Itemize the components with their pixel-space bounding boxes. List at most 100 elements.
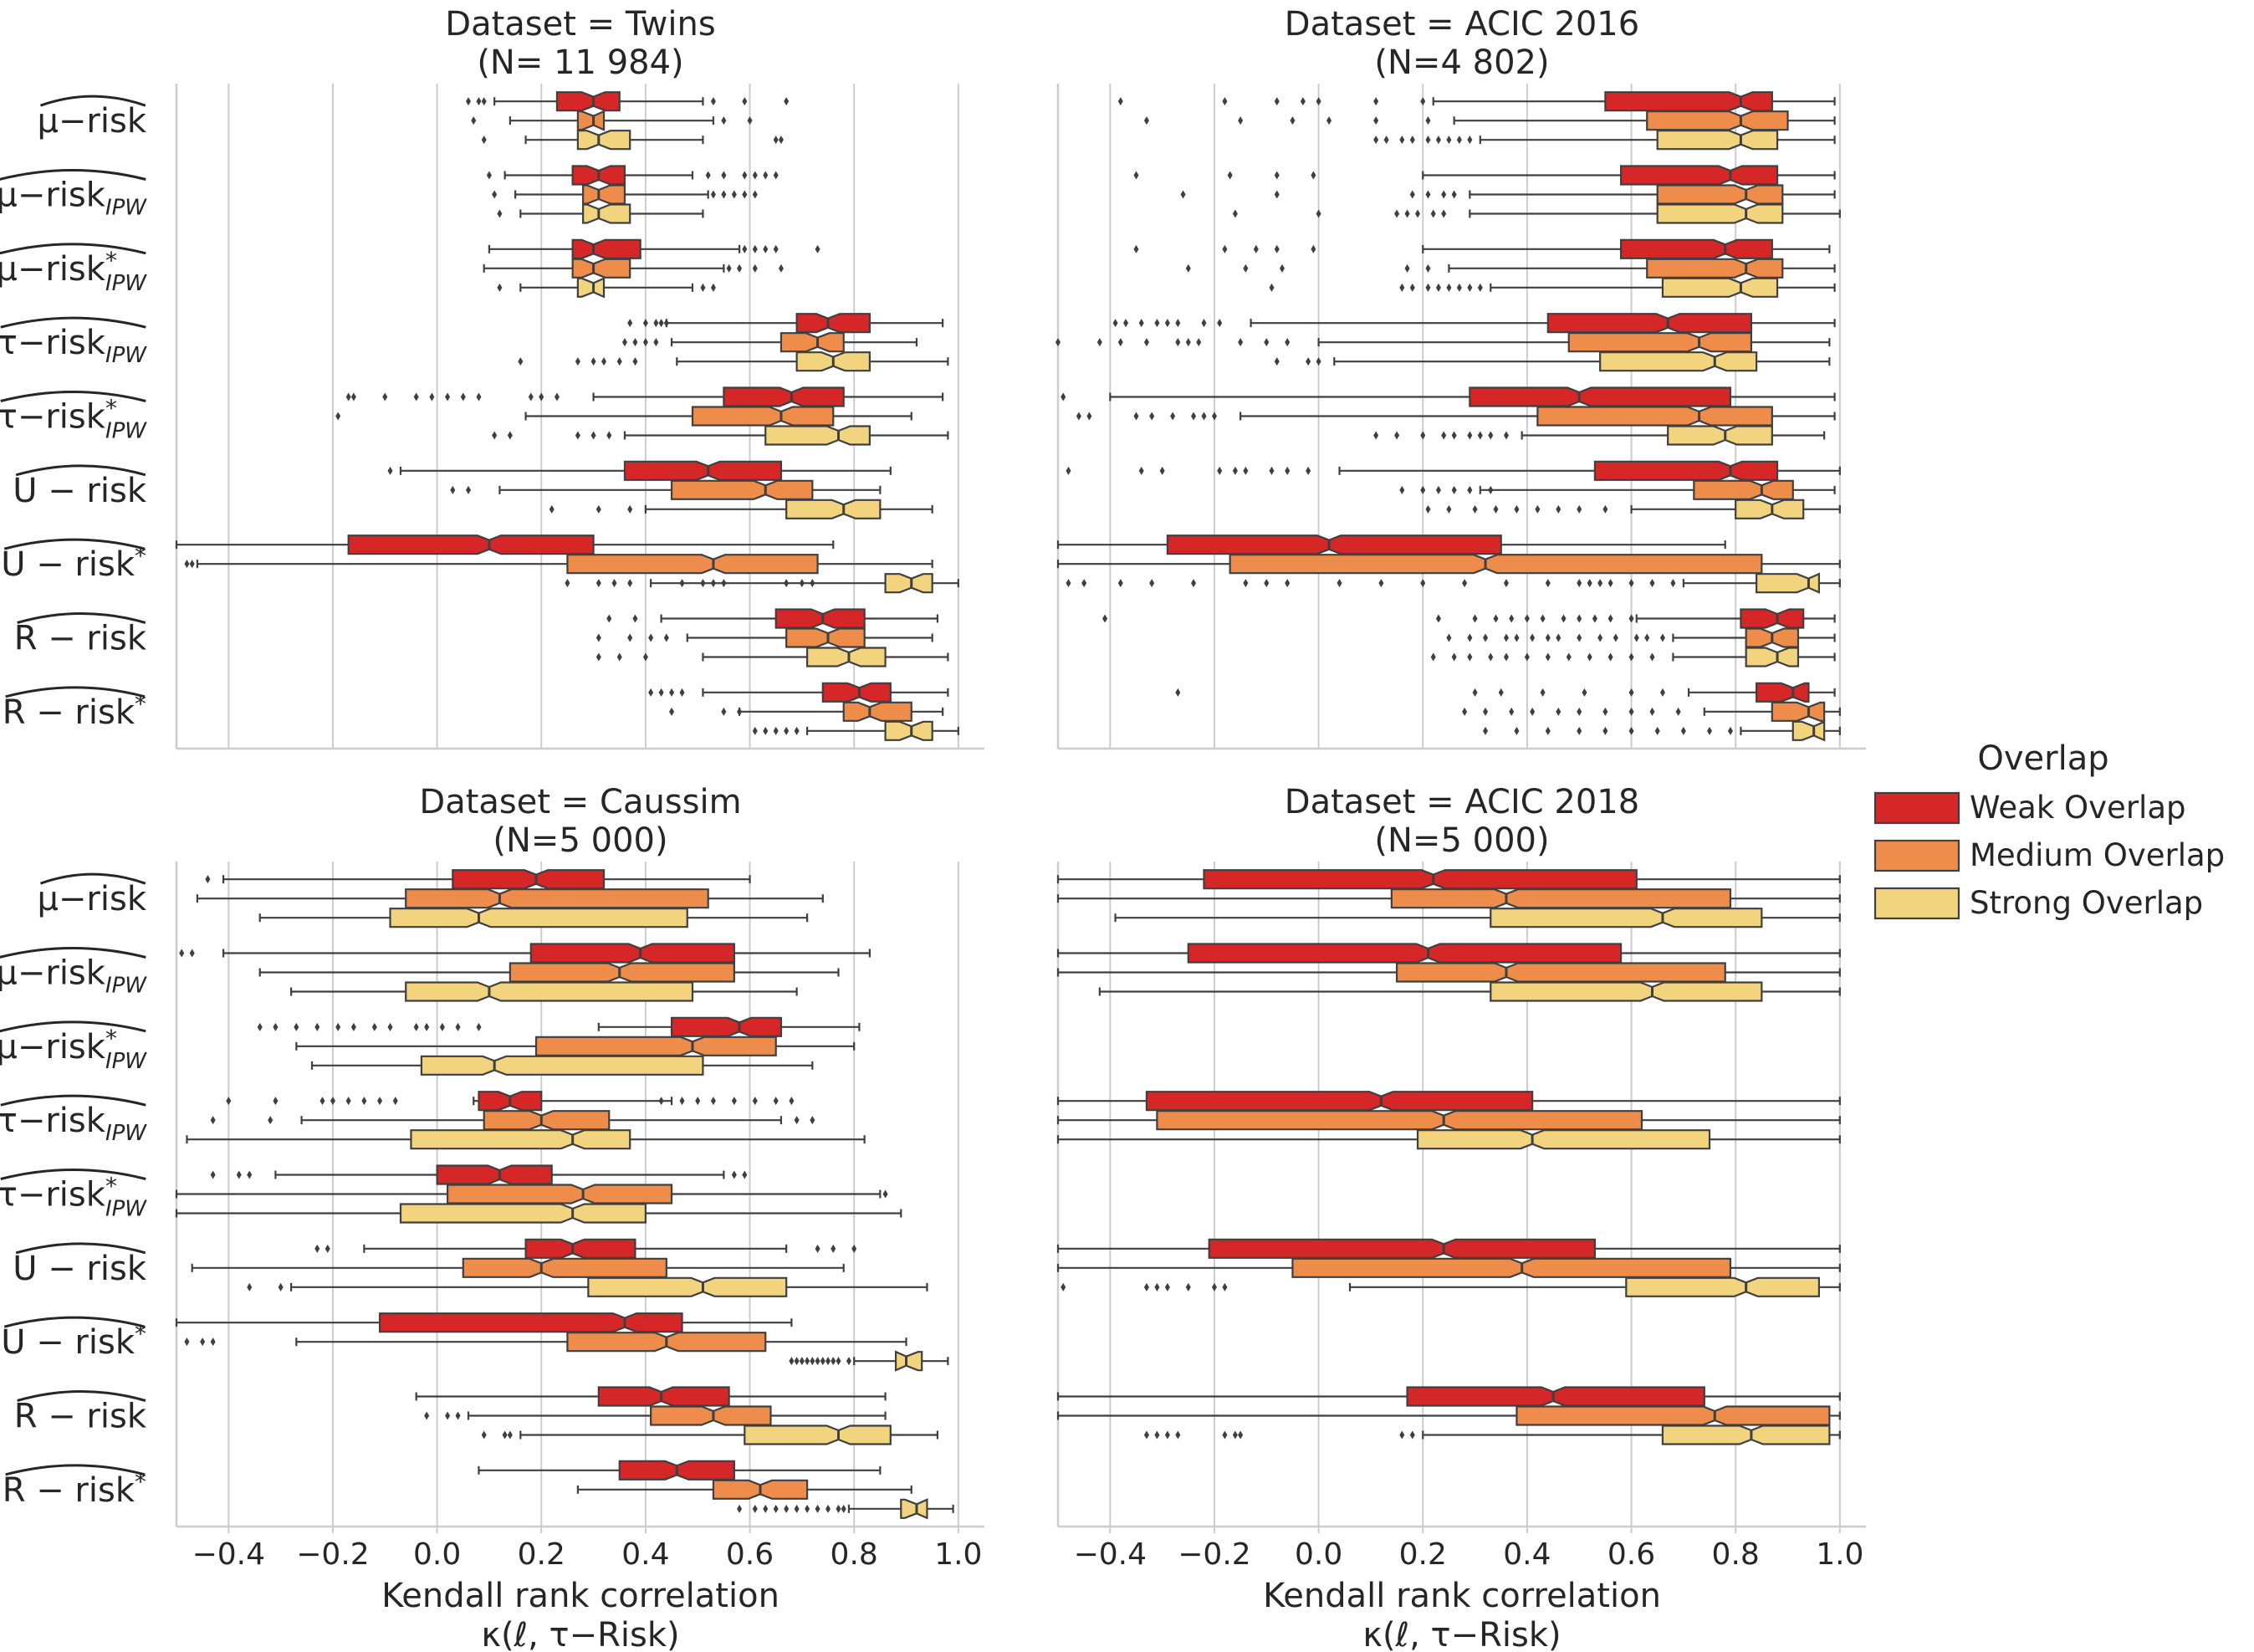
outlier bbox=[669, 707, 675, 716]
box-body bbox=[1396, 962, 1726, 983]
box-body bbox=[1735, 499, 1805, 519]
outlier bbox=[1238, 116, 1244, 125]
box-weak-overlap bbox=[1133, 165, 1836, 186]
outlier bbox=[794, 1116, 800, 1125]
outlier bbox=[595, 504, 601, 514]
outlier bbox=[1628, 579, 1634, 588]
box-body bbox=[774, 608, 866, 629]
outlier bbox=[1066, 579, 1071, 588]
outlier bbox=[1503, 579, 1509, 588]
box-body bbox=[587, 1276, 788, 1297]
outlier bbox=[1577, 579, 1582, 588]
outlier bbox=[794, 726, 800, 735]
outlier bbox=[1587, 652, 1592, 662]
panel-subtitle: (N=5 000) bbox=[493, 821, 667, 860]
box-body bbox=[1390, 888, 1732, 909]
outlier bbox=[413, 1022, 419, 1031]
panel-title: Dataset = ACIC 2018 bbox=[1285, 783, 1639, 821]
hat-mark bbox=[15, 464, 146, 477]
outlier bbox=[648, 688, 654, 697]
box-weak-overlap bbox=[1056, 943, 1841, 964]
box-body bbox=[410, 1129, 631, 1150]
outlier bbox=[1086, 412, 1092, 421]
outlier bbox=[549, 504, 555, 514]
outlier bbox=[1285, 579, 1291, 588]
box-body bbox=[1740, 608, 1805, 629]
risk-label-sub: IPW bbox=[105, 1121, 147, 1146]
box-body bbox=[1745, 647, 1800, 667]
outlier bbox=[1540, 614, 1546, 623]
box-weak-overlap bbox=[1056, 1091, 1841, 1112]
outlier bbox=[794, 1504, 800, 1513]
outlier bbox=[1076, 412, 1081, 421]
box-strong-overlap bbox=[1232, 203, 1841, 224]
outlier bbox=[773, 136, 779, 145]
outlier bbox=[721, 190, 727, 199]
outlier bbox=[350, 392, 356, 401]
box-strong-overlap bbox=[497, 203, 704, 224]
outlier bbox=[721, 707, 727, 716]
outlier bbox=[836, 1357, 841, 1366]
outlier bbox=[382, 392, 388, 401]
outlier bbox=[1545, 579, 1551, 588]
outlier bbox=[460, 392, 466, 401]
outlier bbox=[1378, 579, 1384, 588]
panel-subtitle: (N=5 000) bbox=[1374, 821, 1549, 860]
hat-mark bbox=[39, 872, 146, 885]
outlier bbox=[518, 357, 524, 366]
outlier bbox=[1143, 1282, 1149, 1291]
hat-mark bbox=[0, 391, 146, 402]
x-tick-label: 0.2 bbox=[518, 1537, 565, 1572]
outlier bbox=[1394, 431, 1400, 440]
outlier bbox=[345, 1097, 351, 1106]
outlier bbox=[1123, 319, 1129, 328]
x-axis-label: Kendall rank correlation bbox=[381, 1577, 779, 1615]
box-medium-overlap bbox=[492, 184, 758, 205]
outlier bbox=[1180, 190, 1186, 199]
box-body bbox=[1166, 534, 1502, 555]
outlier bbox=[1425, 283, 1431, 292]
outlier bbox=[1285, 338, 1291, 347]
outlier bbox=[784, 579, 790, 588]
box-body bbox=[1693, 479, 1794, 500]
box-medium-overlap bbox=[335, 406, 912, 427]
outlier bbox=[1164, 1282, 1170, 1291]
outlier bbox=[1577, 614, 1582, 623]
outlier bbox=[1435, 614, 1441, 623]
risk-label: μ−risk bbox=[37, 102, 146, 141]
outlier bbox=[1425, 190, 1431, 199]
box-medium-overlap bbox=[621, 332, 918, 353]
outlier bbox=[773, 244, 779, 253]
outlier bbox=[330, 1097, 335, 1106]
outlier bbox=[371, 1022, 377, 1031]
box-body bbox=[821, 682, 892, 703]
risk-label-main: U − risk bbox=[1, 1323, 135, 1362]
outlier bbox=[1337, 579, 1342, 588]
box-strong-overlap bbox=[737, 1498, 954, 1520]
outlier bbox=[1316, 357, 1321, 366]
outlier bbox=[1607, 579, 1613, 588]
box-body bbox=[483, 1110, 611, 1131]
x-tick-label: 0.2 bbox=[1399, 1537, 1447, 1572]
box-body bbox=[1661, 1424, 1831, 1445]
outlier bbox=[669, 688, 675, 697]
outlier bbox=[1175, 319, 1181, 328]
box-body bbox=[1515, 1405, 1831, 1426]
x-tick-label: 0.6 bbox=[726, 1537, 774, 1572]
risk-label-main: U − risk bbox=[13, 472, 147, 510]
outlier bbox=[825, 1357, 831, 1366]
panel-subtitle: (N=4 802) bbox=[1374, 43, 1549, 82]
outlier bbox=[721, 171, 727, 180]
outlier bbox=[1409, 190, 1415, 199]
outlier bbox=[236, 1170, 242, 1179]
outlier bbox=[778, 263, 784, 273]
box-body bbox=[405, 981, 694, 1002]
box-body bbox=[571, 258, 631, 279]
box-body bbox=[795, 313, 871, 334]
outlier bbox=[179, 949, 185, 958]
box-medium-overlap bbox=[1056, 1405, 1841, 1426]
outlier bbox=[257, 1022, 263, 1031]
outlier bbox=[1217, 466, 1223, 475]
outlier bbox=[497, 283, 503, 292]
outlier bbox=[1399, 136, 1405, 145]
